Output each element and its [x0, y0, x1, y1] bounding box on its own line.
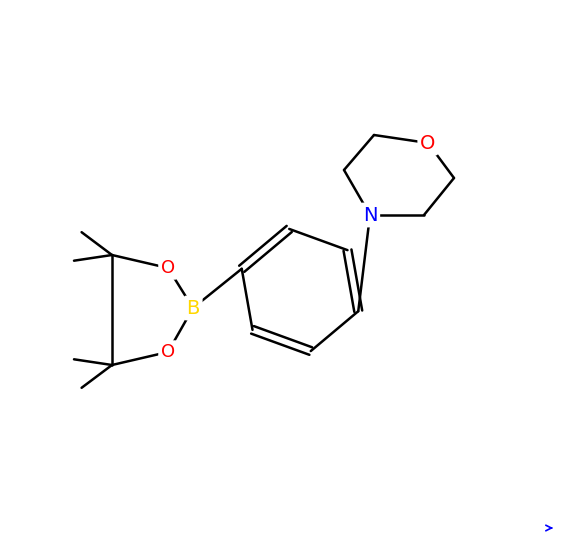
Text: N: N	[363, 205, 377, 225]
Text: O: O	[161, 343, 175, 361]
Text: B: B	[187, 299, 200, 318]
Text: O: O	[420, 134, 435, 153]
Text: O: O	[161, 259, 175, 277]
